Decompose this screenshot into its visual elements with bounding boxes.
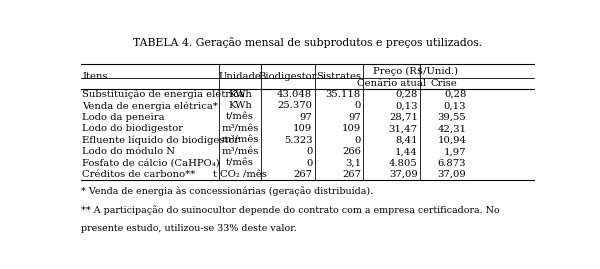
Text: 42,31: 42,31 — [437, 124, 466, 133]
Text: Lodo do módulo N: Lodo do módulo N — [82, 147, 175, 156]
Text: Lodo da peneira: Lodo da peneira — [82, 113, 165, 122]
Text: 8,41: 8,41 — [395, 136, 418, 145]
Text: m³/mês: m³/mês — [221, 136, 259, 145]
Text: 0: 0 — [355, 101, 361, 111]
Text: 0: 0 — [306, 159, 313, 168]
Text: 266: 266 — [342, 147, 361, 156]
Text: Substituição de energia elétrica: Substituição de energia elétrica — [82, 90, 245, 99]
Text: Lodo do biodigestor: Lodo do biodigestor — [82, 124, 184, 133]
Text: 10,94: 10,94 — [437, 136, 466, 145]
Text: presente estudo, utilizou-se 33% deste valor.: presente estudo, utilizou-se 33% deste v… — [80, 224, 296, 233]
Text: Cenário atual: Cenário atual — [357, 79, 426, 88]
Text: 43.048: 43.048 — [277, 90, 313, 99]
Text: t CO₂ /mês: t CO₂ /mês — [213, 170, 267, 179]
Text: 97: 97 — [348, 113, 361, 122]
Text: 3,1: 3,1 — [345, 159, 361, 168]
Text: 109: 109 — [342, 124, 361, 133]
Text: Créditos de carbono**: Créditos de carbono** — [82, 170, 196, 179]
Text: 97: 97 — [299, 113, 313, 122]
Text: 0,28: 0,28 — [444, 90, 466, 99]
Text: 37,09: 37,09 — [437, 170, 466, 179]
Text: m³/mês: m³/mês — [221, 147, 259, 156]
Text: 25.370: 25.370 — [277, 101, 313, 111]
Text: 28,71: 28,71 — [389, 113, 418, 122]
Text: * Venda de energia às concessionárias (geração distribuída).: * Venda de energia às concessionárias (g… — [80, 187, 373, 196]
Text: 31,47: 31,47 — [389, 124, 418, 133]
Text: Sistrates: Sistrates — [317, 72, 362, 81]
Text: 0,13: 0,13 — [444, 101, 466, 111]
Text: Crise: Crise — [431, 79, 458, 88]
Text: m³/mês: m³/mês — [221, 124, 259, 133]
Text: 0,28: 0,28 — [395, 90, 418, 99]
Text: Fosfato de cálcio (CaHPO₄): Fosfato de cálcio (CaHPO₄) — [82, 159, 220, 168]
Text: Venda de energia elétrica*: Venda de energia elétrica* — [82, 101, 218, 111]
Text: 267: 267 — [342, 170, 361, 179]
Text: Efluente líquido do biodigestor: Efluente líquido do biodigestor — [82, 136, 239, 145]
Text: 1,44: 1,44 — [395, 147, 418, 156]
Text: KWh: KWh — [228, 101, 252, 111]
Text: 4.805: 4.805 — [389, 159, 418, 168]
Text: KWh: KWh — [228, 90, 252, 99]
Text: TABELA 4. Geração mensal de subprodutos e preços utilizados.: TABELA 4. Geração mensal de subprodutos … — [133, 37, 482, 48]
Text: 0: 0 — [355, 136, 361, 145]
Text: Unidade: Unidade — [218, 72, 262, 81]
Text: 1,97: 1,97 — [444, 147, 466, 156]
Text: t/mês: t/mês — [226, 113, 254, 122]
Text: Itens: Itens — [82, 72, 108, 81]
Text: t/mês: t/mês — [226, 159, 254, 168]
Text: 6.873: 6.873 — [438, 159, 466, 168]
Text: 35.118: 35.118 — [326, 90, 361, 99]
Text: Biodigestor: Biodigestor — [259, 72, 317, 81]
Text: 0: 0 — [306, 147, 313, 156]
Text: ** A participação do suinocultor depende do contrato com a empresa certificadora: ** A participação do suinocultor depende… — [80, 205, 499, 215]
Text: Preço (R$/Unid.): Preço (R$/Unid.) — [373, 66, 458, 76]
Text: 0,13: 0,13 — [395, 101, 418, 111]
Text: 109: 109 — [293, 124, 313, 133]
Text: 39,55: 39,55 — [437, 113, 466, 122]
Text: 267: 267 — [293, 170, 313, 179]
Text: 37,09: 37,09 — [389, 170, 418, 179]
Text: 5.323: 5.323 — [284, 136, 313, 145]
